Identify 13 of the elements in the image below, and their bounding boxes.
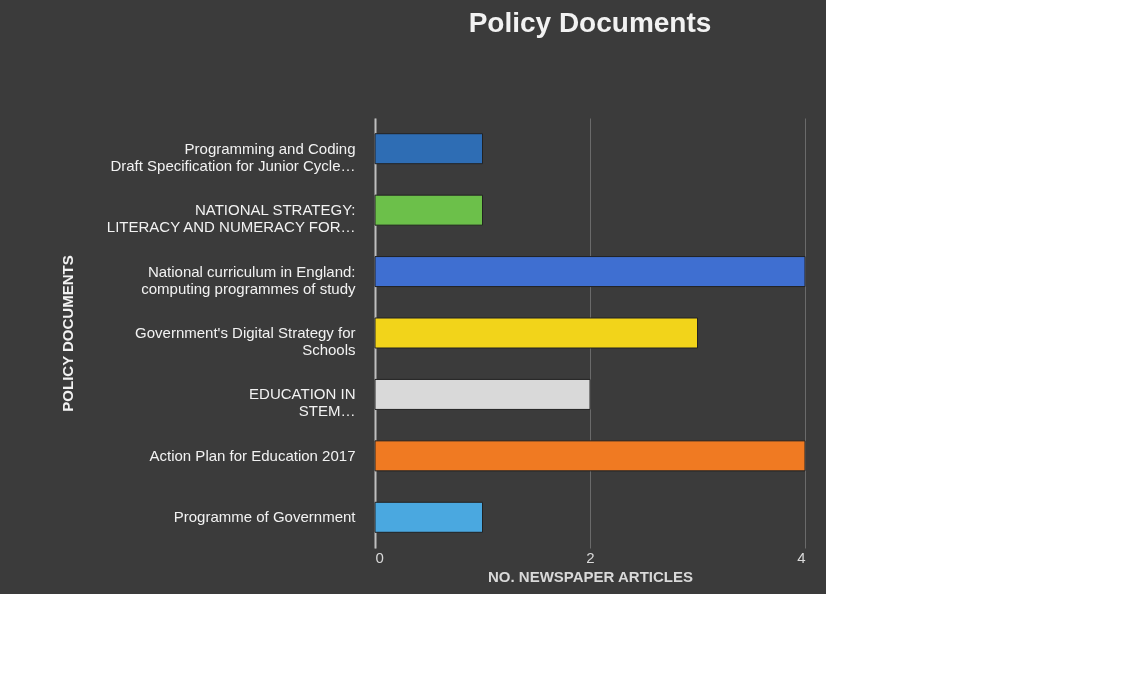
x-tick-label: 4 — [797, 548, 806, 566]
x-axis-title: NO. NEWSPAPER ARTICLES — [487, 567, 694, 585]
y-tick-label: National curriculum in England: computing programmes of study — [141, 262, 356, 297]
x-tick-label: 0 — [375, 548, 384, 566]
x-tick-label: 2 — [586, 548, 595, 566]
y-tick-label: Programme of Government — [173, 508, 357, 526]
y-tick-label: Government's Digital Strategy for Schools — [135, 324, 356, 358]
chart-title: Policy Documents — [468, 7, 712, 38]
y-tick-label: Action Plan for Education 2017 — [149, 446, 356, 464]
y-tick-label: NATIONAL STRATEGY: LITERACY AND NUMERACY FOR… — [106, 201, 356, 236]
y-axis-title: POLICY DOCUMENTS — [58, 255, 76, 412]
y-tick-label: Programming and Coding Draft Specification for Junior Cycle… — [110, 139, 356, 174]
y-tick-label: EDUCATION IN STEM… — [249, 385, 356, 420]
